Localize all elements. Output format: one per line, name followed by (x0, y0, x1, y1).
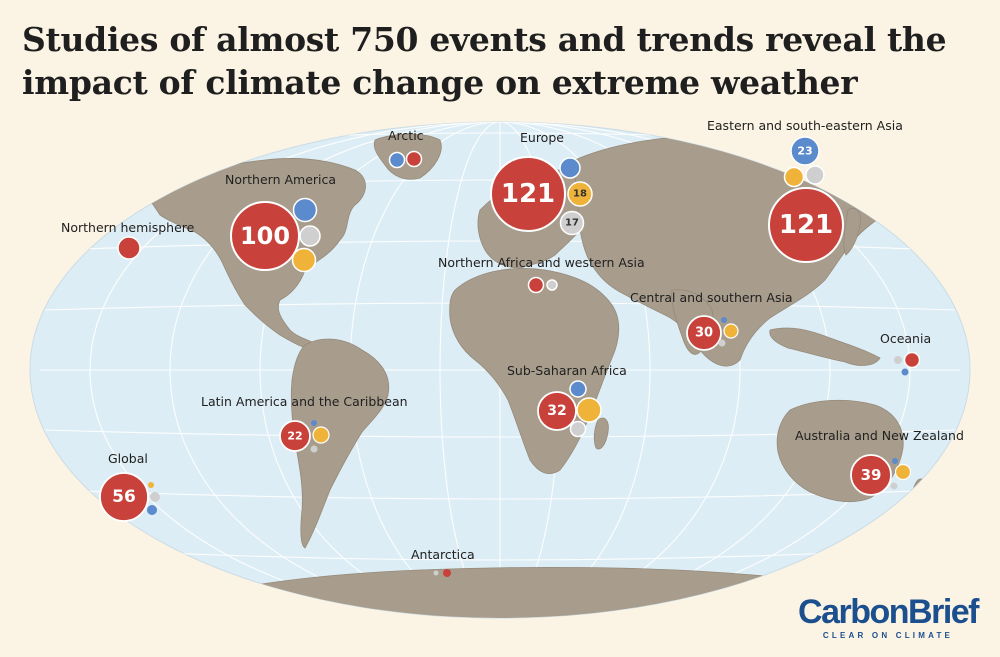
east-asia-blue-count: 23 (797, 145, 812, 158)
land-madagascar (593, 417, 609, 450)
label-europe: Europe (520, 130, 564, 145)
north-africa-grey-bubble (546, 279, 558, 291)
global-red-bubble (99, 472, 149, 522)
latin-america-grey-bubble (310, 445, 318, 453)
northern-america-count: 100 (240, 222, 290, 250)
europe-orange-bubble (567, 181, 593, 207)
global-blue-bubble (147, 505, 157, 515)
oceania-red-bubble (903, 351, 921, 369)
europe-blue-bubble (559, 157, 581, 179)
central-asia-grey-bubble (718, 339, 726, 347)
northern-hemisphere-red-bubble (117, 236, 141, 260)
arctic-blue-bubble (388, 151, 406, 169)
latin-america-blue-bubble (311, 420, 317, 426)
oceania-grey-bubble (894, 356, 902, 364)
north-africa-red-bubble (527, 276, 545, 294)
east-asia-grey-bubble (805, 165, 825, 185)
label-sub-saharan-africa: Sub-Saharan Africa (507, 363, 627, 378)
global-count: 56 (112, 487, 136, 507)
latin-america-count: 22 (287, 430, 302, 443)
central-asia-red-bubble (686, 315, 722, 351)
land-south-america (290, 338, 390, 549)
bubbles: 121 18 17 23 121 100 30 (99, 136, 921, 577)
east-asia-red-bubble (768, 187, 844, 263)
label-global: Global (108, 451, 148, 466)
northern-america-blue-bubble (292, 197, 318, 223)
antarctica-red-bubble (443, 569, 451, 577)
sub-saharan-orange-bubble (576, 397, 602, 423)
australia-orange-bubble (894, 463, 912, 481)
label-latin-america: Latin America and the Caribbean (201, 394, 408, 409)
sub-saharan-red-bubble (537, 391, 577, 431)
global-orange-bubble (148, 482, 154, 488)
arctic-red-bubble (405, 150, 423, 168)
europe-count: 121 (501, 179, 555, 209)
central-asia-blue-bubble (721, 317, 727, 323)
latin-america-red-bubble (279, 420, 311, 452)
east-asia-count: 121 (779, 210, 833, 240)
antarctica-grey-bubble (433, 570, 439, 576)
chart-title: Studies of almost 750 events and trends … (22, 20, 947, 102)
label-east-asia: Eastern and south-eastern Asia (707, 118, 903, 133)
sub-saharan-count: 32 (547, 403, 566, 419)
label-oceania: Oceania (880, 331, 931, 346)
northern-america-red-bubble (230, 201, 300, 271)
label-central-south-asia: Central and southern Asia (630, 290, 793, 305)
global-grey-bubble (150, 492, 160, 502)
central-asia-count: 30 (695, 326, 713, 341)
carbonbrief-logo[interactable]: CarbonBrief CLEAR ON CLIMATE (798, 593, 979, 640)
europe-grey-bubble (559, 210, 585, 236)
region-labels: Arctic Europe Eastern and south-eastern … (61, 118, 964, 562)
oceania-blue-bubble (901, 368, 909, 376)
brand-tagline: CLEAR ON CLIMATE (822, 631, 954, 640)
australia-grey-bubble (890, 482, 898, 490)
central-asia-orange-bubble (723, 323, 739, 339)
label-northern-america: Northern America (225, 172, 336, 187)
label-arctic: Arctic (388, 128, 424, 143)
australia-blue-bubble (892, 458, 898, 464)
east-asia-orange-bubble (783, 166, 805, 188)
label-australia-nz: Australia and New Zealand (795, 428, 964, 443)
northern-america-grey-bubble (299, 225, 321, 247)
europe-orange-count: 18 (573, 189, 587, 200)
australia-count: 39 (861, 466, 882, 484)
land-japan (843, 208, 861, 256)
east-asia-blue-bubble (790, 136, 820, 166)
sub-saharan-blue-bubble (569, 380, 587, 398)
label-northern-hemisphere: Northern hemisphere (61, 220, 195, 235)
northern-america-orange-bubble (291, 247, 317, 273)
land-se-asia (769, 327, 881, 366)
latin-america-orange-bubble (312, 426, 330, 444)
sub-saharan-grey-bubble (569, 420, 587, 438)
label-north-africa-west-asia: Northern Africa and western Asia (438, 255, 645, 270)
europe-grey-count: 17 (565, 218, 579, 229)
europe-red-bubble (490, 156, 566, 232)
australia-red-bubble (850, 454, 892, 496)
label-antarctica: Antarctica (411, 547, 475, 562)
brand-name: CarbonBrief (798, 593, 979, 631)
